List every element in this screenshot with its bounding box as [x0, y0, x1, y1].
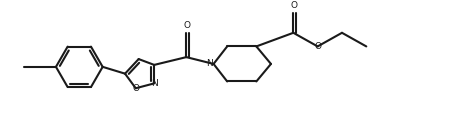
- Text: O: O: [184, 21, 191, 30]
- Text: N: N: [206, 59, 213, 68]
- Text: O: O: [314, 42, 321, 51]
- Text: N: N: [151, 79, 157, 88]
- Text: O: O: [291, 1, 298, 10]
- Text: O: O: [132, 84, 139, 93]
